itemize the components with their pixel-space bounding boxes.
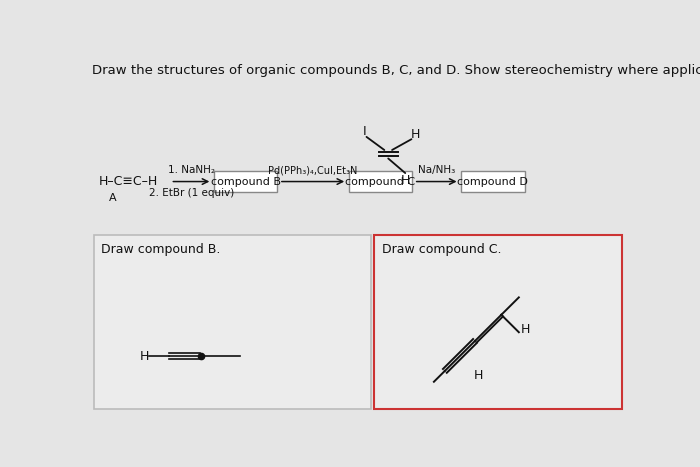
Text: I: I [363, 125, 367, 138]
Text: compound B: compound B [211, 177, 281, 187]
Text: compound C: compound C [345, 177, 416, 187]
Text: H: H [520, 323, 530, 336]
Text: H: H [139, 350, 149, 363]
Text: 1. NaNH₂: 1. NaNH₂ [168, 165, 215, 176]
Text: Na/NH₃: Na/NH₃ [418, 165, 455, 176]
Text: compound D: compound D [457, 177, 528, 187]
Bar [349, 171, 412, 192]
Text: Draw compound C.: Draw compound C. [382, 243, 501, 256]
Text: Draw compound B.: Draw compound B. [102, 243, 220, 256]
Text: Draw the structures of organic compounds B, C, and D. Show stereochemistry where: Draw the structures of organic compounds… [92, 64, 700, 77]
Text: H–C≡C–H: H–C≡C–H [99, 175, 158, 188]
Bar [94, 235, 371, 409]
Bar [461, 171, 524, 192]
Text: H: H [411, 128, 420, 141]
Text: H: H [474, 369, 484, 382]
Bar [374, 235, 622, 409]
Text: Pd(PPh₃)₄,CuI,Et₃N: Pd(PPh₃)₄,CuI,Et₃N [268, 165, 358, 176]
Text: A: A [109, 193, 117, 203]
Bar [214, 171, 277, 192]
Text: 2. EtBr (1 equiv): 2. EtBr (1 equiv) [148, 188, 234, 198]
Text: H: H [400, 174, 410, 187]
